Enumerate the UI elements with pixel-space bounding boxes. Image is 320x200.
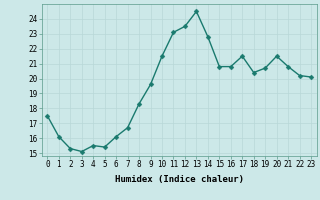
X-axis label: Humidex (Indice chaleur): Humidex (Indice chaleur)	[115, 175, 244, 184]
